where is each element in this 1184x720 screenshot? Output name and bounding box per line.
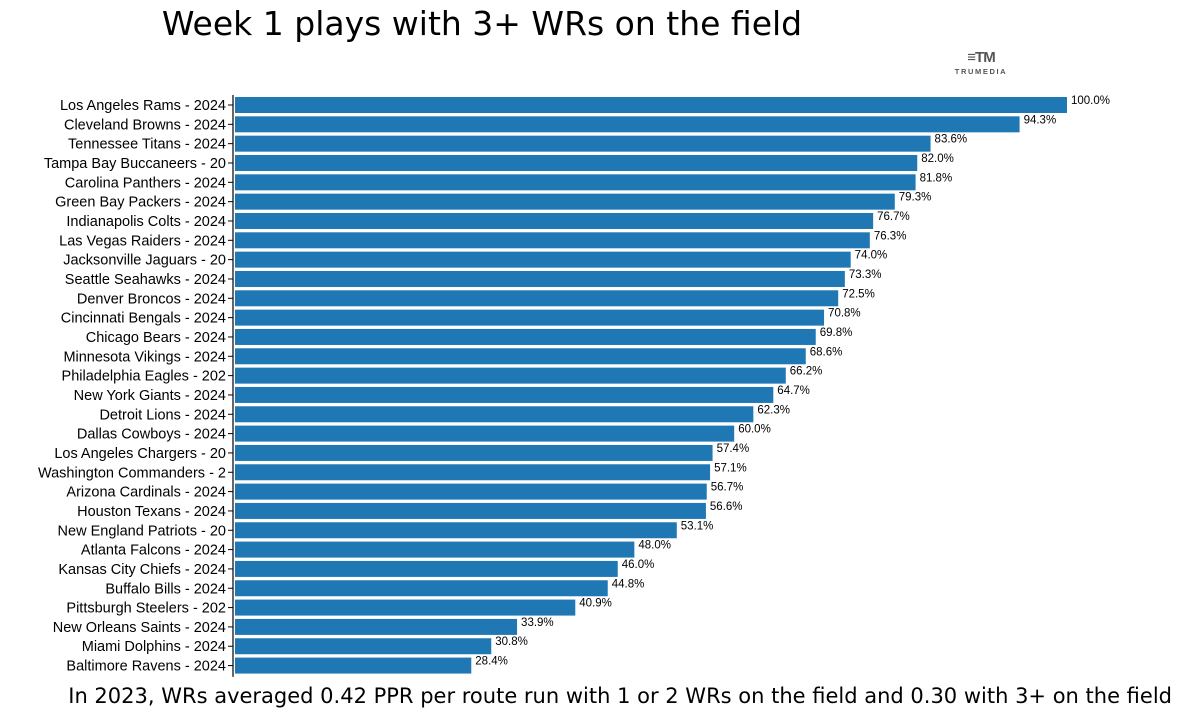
category-label: Denver Broncos - 2024 [77,291,226,307]
category-label: Atlanta Falcons - 2024 [81,543,226,559]
value-label: 82.0% [921,153,954,165]
category-label: Pittsburgh Steelers - 202 [66,601,226,617]
category-label: Buffalo Bills - 2024 [105,581,226,597]
category-label: Green Bay Packers - 2024 [55,195,226,211]
bar [235,116,1020,133]
bar [235,618,518,635]
value-label: 74.0% [855,250,888,262]
bar [235,348,806,365]
category-label: Tampa Bay Buccaneers - 20 [44,156,226,172]
value-label: 56.7% [711,482,744,494]
bar-chart: Los Angeles Rams - 2024 100.0% Cleveland B… [38,95,1110,677]
chart-footnote: In 2023, WRs averaged 0.42 PPR per route… [68,684,1172,708]
value-label: 28.4% [475,656,508,668]
bar [235,657,472,674]
bar [235,483,707,500]
value-label: 57.1% [714,462,747,474]
trumedia-wordmark: TRUMEDIA [954,67,1008,76]
value-label: 30.8% [495,636,528,648]
bar [235,464,711,481]
bar [235,309,825,326]
bar [235,599,576,616]
bar [235,290,839,307]
category-label: Kansas City Chiefs - 2024 [58,562,226,578]
category-label: Baltimore Ravens - 2024 [66,659,226,675]
category-label: New England Patriots - 20 [58,523,226,539]
category-label: Cleveland Browns - 2024 [64,117,226,133]
bar [235,328,816,345]
category-label: Dallas Cowboys - 2024 [77,427,226,443]
value-label: 56.6% [710,501,743,513]
value-label: 70.8% [828,308,861,320]
value-label: 73.3% [849,269,882,281]
category-label: Cincinnati Bengals - 2024 [61,311,226,327]
bar [235,444,713,461]
category-label: New York Giants - 2024 [74,388,226,404]
category-label: Carolina Panthers - 2024 [65,175,226,191]
category-label: Los Angeles Chargers - 20 [54,446,226,462]
category-label: Chicago Bears - 2024 [86,330,226,346]
value-label: 60.0% [738,424,771,436]
bar [235,193,895,210]
value-label: 79.3% [899,192,932,204]
chart-title: Week 1 plays with 3+ WRs on the field [161,4,803,43]
bar [235,541,635,558]
category-label: Las Vegas Raiders - 2024 [59,233,226,249]
bar [235,154,918,171]
category-label: Tennessee Titans - 2024 [68,137,226,153]
category-label: Miami Dolphins - 2024 [82,639,226,655]
bar [235,580,608,597]
bar [235,367,786,384]
trumedia-logo: ≡TM TRUMEDIA [948,50,1014,76]
value-label: 81.8% [920,172,953,184]
bar [235,638,492,655]
value-label: 66.2% [790,366,823,378]
value-label: 68.6% [810,346,843,358]
value-label: 53.1% [681,520,714,532]
bar [235,97,1067,113]
category-label: Los Angeles Rams - 2024 [60,98,226,114]
bar [235,386,774,403]
bar [235,425,735,442]
category-label: Seattle Seahawks - 2024 [65,272,226,288]
value-label: 76.7% [877,211,910,223]
category-label: New Orleans Saints - 2024 [53,620,226,636]
value-label: 100.0% [1071,95,1110,107]
category-label: Washington Commanders - 2 [38,465,226,481]
category-label: Jacksonville Jaguars - 20 [63,253,226,269]
bar [235,232,870,249]
category-label: Minnesota Vikings - 2024 [63,349,226,365]
bar [235,522,677,539]
value-label: 72.5% [842,288,875,300]
value-label: 33.9% [521,617,554,629]
category-label: Detroit Lions - 2024 [99,407,226,423]
trumedia-logo-icon: ≡TM [967,49,995,66]
bar [235,135,931,152]
category-label: Philadelphia Eagles - 202 [62,369,226,385]
bar [235,560,618,577]
bar [235,502,706,519]
bar [235,251,851,268]
bar [235,174,916,191]
bar [235,212,874,229]
value-label: 76.3% [874,230,907,242]
category-label: Arizona Cardinals - 2024 [66,485,226,501]
category-label: Houston Texans - 2024 [77,504,226,520]
value-label: 46.0% [622,559,655,571]
value-label: 94.3% [1024,114,1057,126]
value-label: 83.6% [935,134,968,146]
bar [235,270,845,287]
category-label: Indianapolis Colts - 2024 [66,214,226,230]
value-label: 57.4% [717,443,750,455]
bar [235,406,754,423]
value-label: 44.8% [612,578,645,590]
value-label: 48.0% [638,540,671,552]
value-label: 40.9% [579,598,612,610]
value-label: 62.3% [757,404,790,416]
value-label: 69.8% [820,327,853,339]
value-label: 64.7% [777,385,810,397]
